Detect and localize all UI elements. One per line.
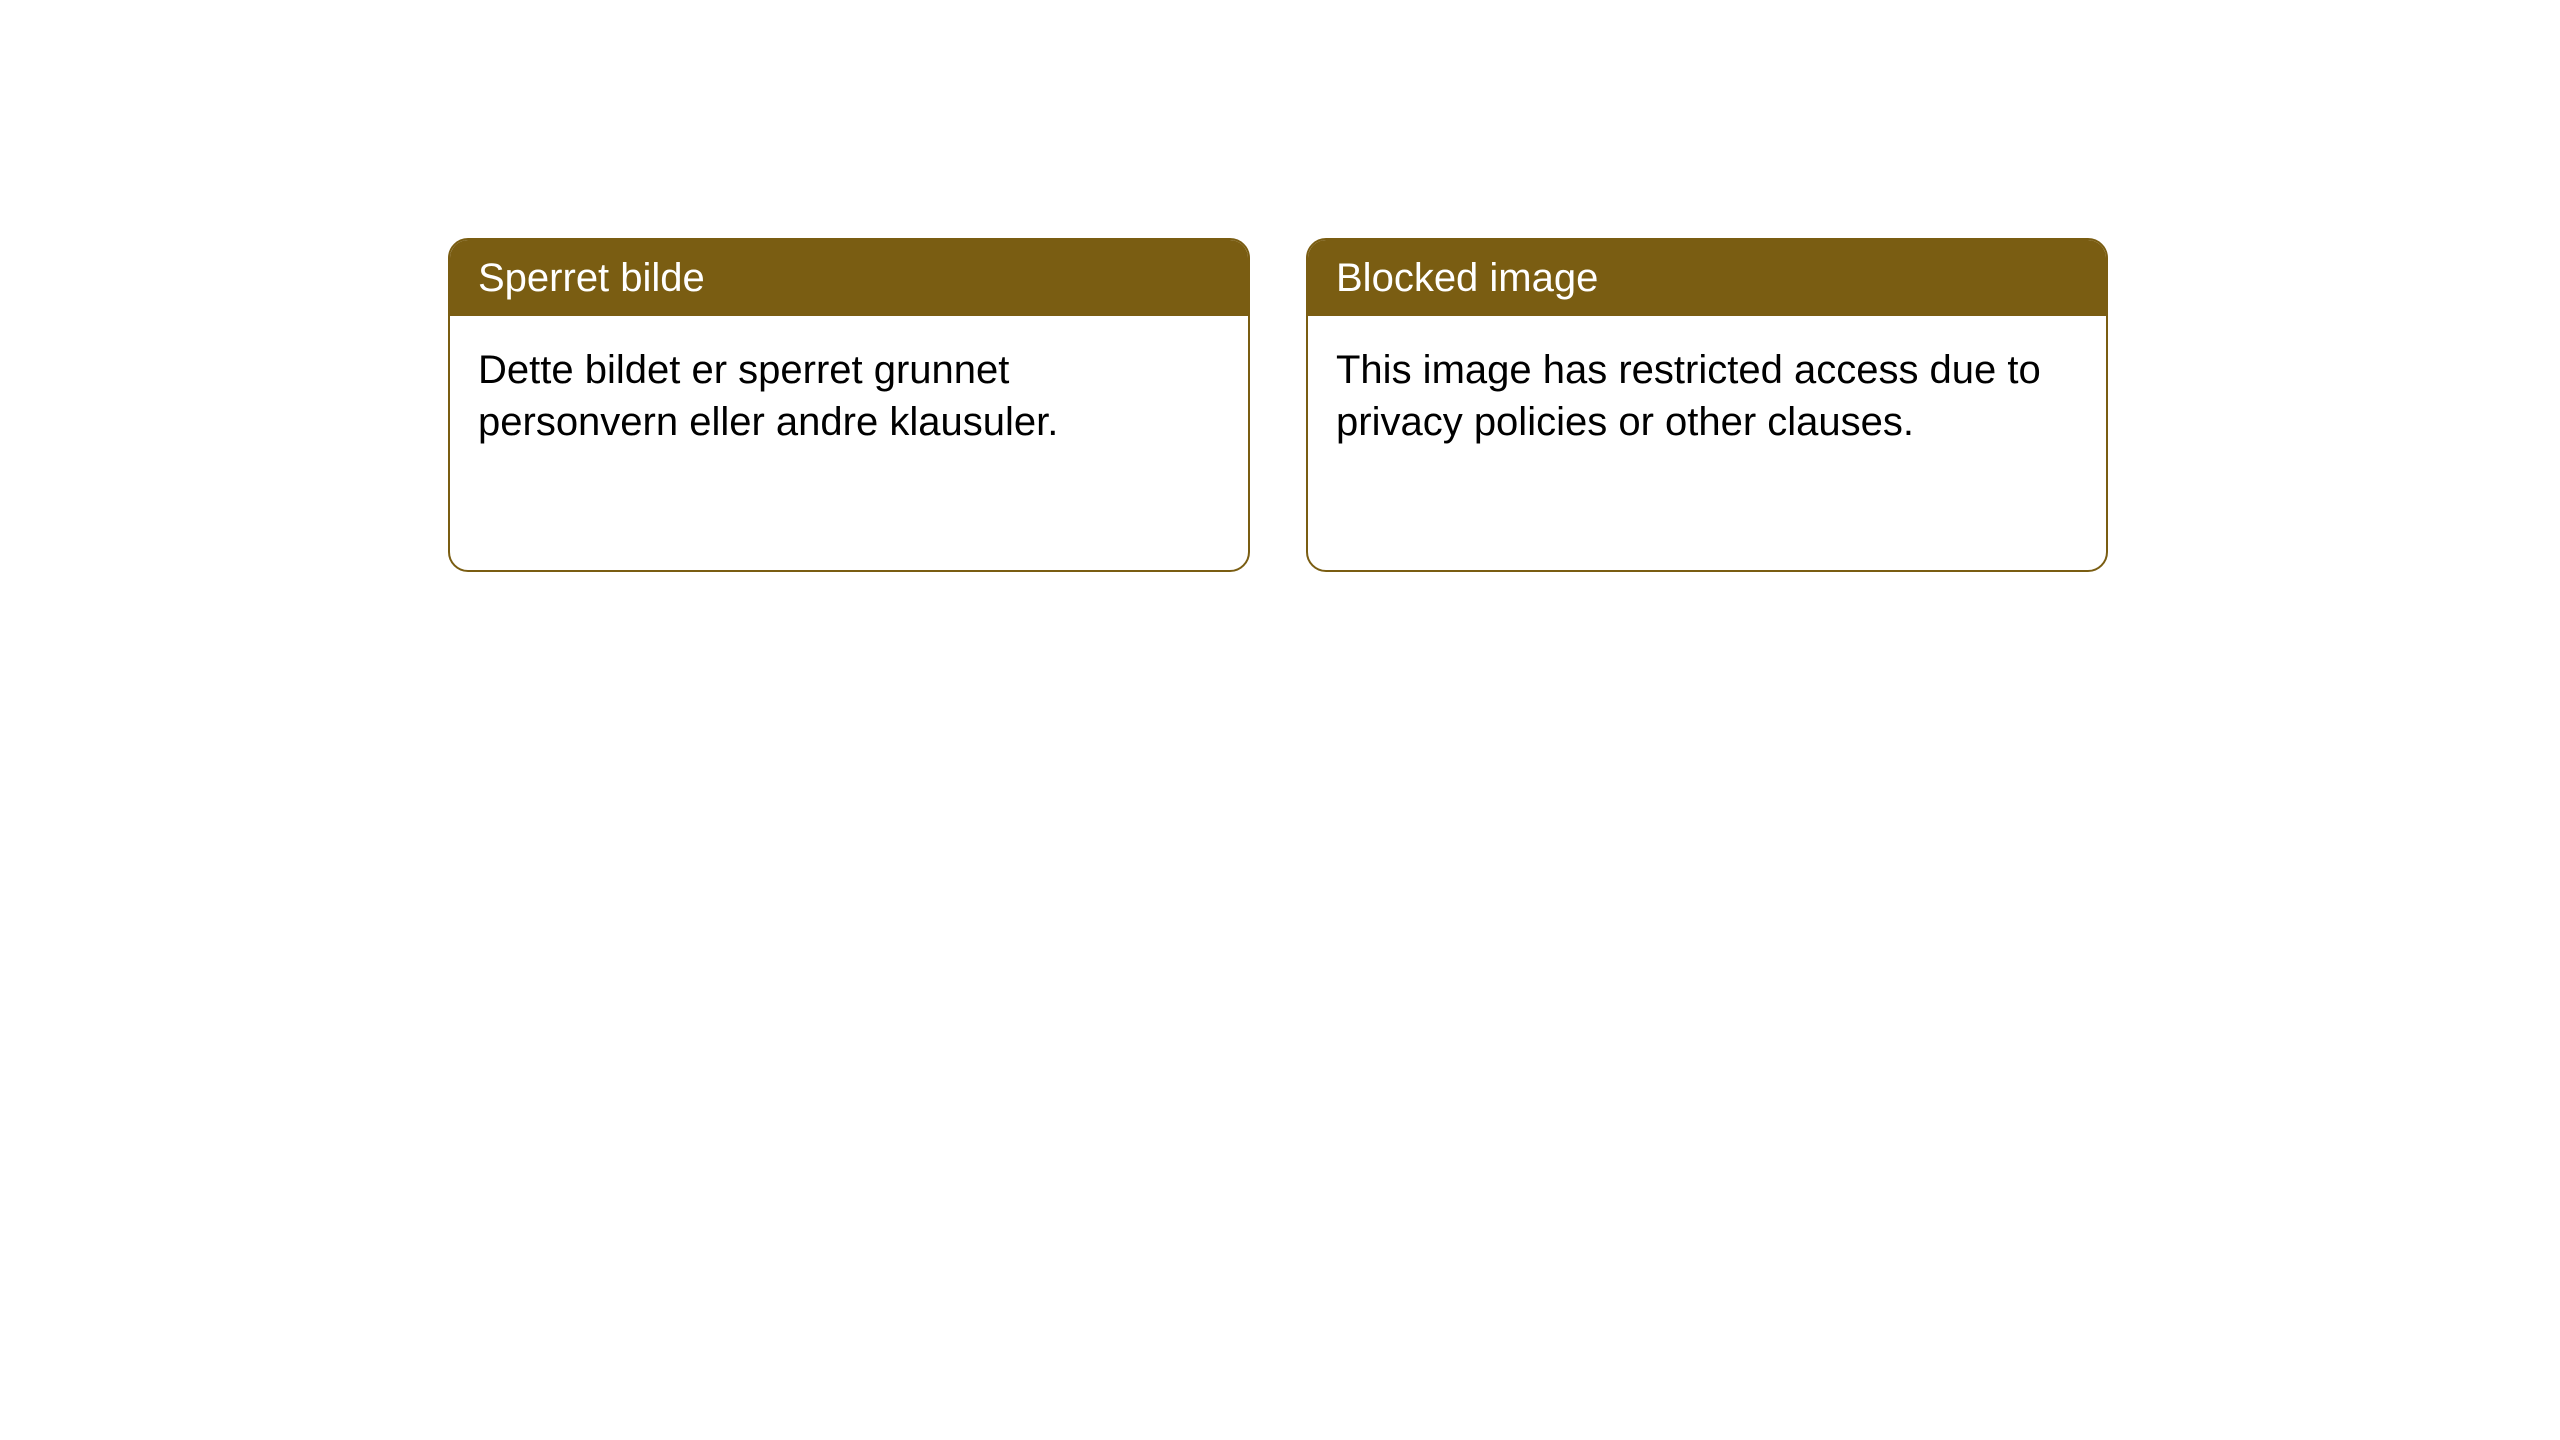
card-header: Sperret bilde bbox=[450, 240, 1248, 316]
card-message: This image has restricted access due to … bbox=[1336, 348, 2041, 444]
card-body: Dette bildet er sperret grunnet personve… bbox=[450, 316, 1248, 476]
blocked-image-notices: Sperret bilde Dette bildet er sperret gr… bbox=[448, 238, 2108, 572]
card-message: Dette bildet er sperret grunnet personve… bbox=[478, 348, 1058, 444]
notice-card-norwegian: Sperret bilde Dette bildet er sperret gr… bbox=[448, 238, 1250, 572]
card-header: Blocked image bbox=[1308, 240, 2106, 316]
notice-card-english: Blocked image This image has restricted … bbox=[1306, 238, 2108, 572]
card-title: Blocked image bbox=[1336, 256, 1598, 300]
card-body: This image has restricted access due to … bbox=[1308, 316, 2106, 476]
card-title: Sperret bilde bbox=[478, 256, 705, 300]
